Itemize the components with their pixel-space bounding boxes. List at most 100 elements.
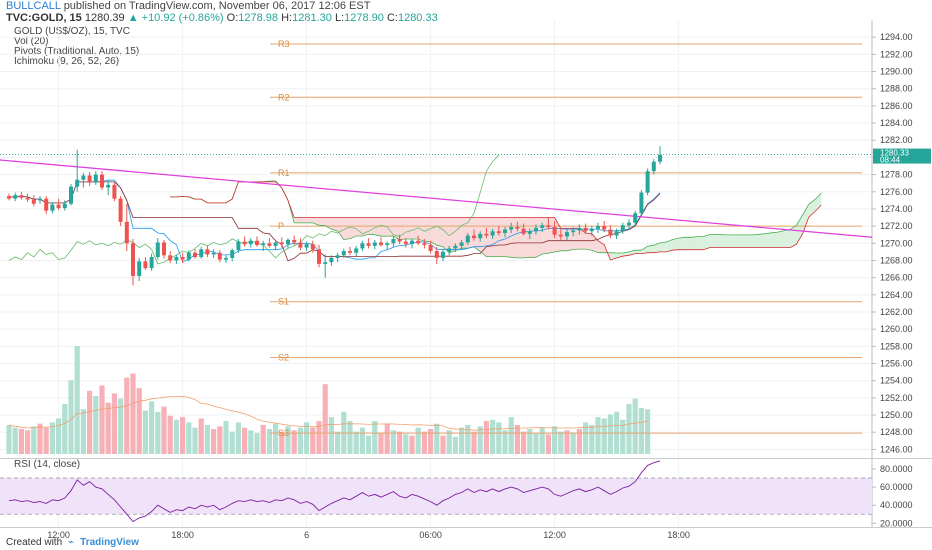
author-link[interactable]: BULLCALL (6, 0, 61, 12)
volume-bar (6, 425, 12, 454)
publish-text: published on TradingView.com, November 0… (63, 0, 371, 12)
candle-body (403, 241, 408, 245)
volume-bar (316, 421, 322, 454)
volume-bar (645, 409, 651, 454)
volume-bar (477, 426, 483, 454)
volume-bar (111, 393, 117, 454)
cloud-segment (536, 217, 543, 258)
rsi-label[interactable]: RSI (14, close) (14, 459, 81, 470)
volume-bar (353, 431, 359, 454)
candle-body (137, 261, 142, 276)
candles (0, 146, 872, 286)
candle-body (614, 231, 619, 236)
volume-bar (142, 410, 148, 454)
cloud-segment (542, 217, 549, 255)
candle-body (304, 244, 309, 248)
price-tick-label: 1266.00 (880, 273, 913, 283)
volume-bar (235, 422, 241, 454)
cloud-segment (691, 236, 698, 250)
change-up-icon: ▲ (127, 12, 139, 24)
price-tick-label: 1290.00 (880, 67, 913, 77)
volume-bar (465, 425, 471, 454)
candle-body (93, 174, 98, 183)
candle-body (13, 195, 18, 199)
volume-bar (223, 421, 229, 454)
candle-body (639, 192, 644, 214)
candle-body (372, 242, 377, 246)
candle-body (465, 235, 470, 243)
volume-bar (322, 384, 328, 454)
open-label: O: (226, 12, 239, 24)
cloud-segment (641, 246, 648, 254)
candle-body (162, 242, 166, 256)
candle-body (143, 261, 148, 269)
volume-bar (217, 426, 223, 454)
indicator-volume-label[interactable]: Vol (20) (14, 36, 49, 47)
candle-body (366, 243, 371, 246)
candle-body (186, 252, 191, 260)
candle-body (521, 228, 526, 234)
volume-bar (297, 427, 303, 454)
cloud-segment (697, 236, 704, 250)
candle-body (230, 250, 235, 258)
volume-bar (514, 425, 520, 454)
price-tick-label: 1260.00 (880, 324, 913, 334)
cloud-segment (653, 242, 660, 253)
cloud-segment (647, 245, 654, 253)
pivot-label-s1: S1 (278, 297, 289, 307)
candle-body (645, 171, 650, 193)
volume-bar (173, 419, 179, 454)
volume-bar (638, 407, 644, 454)
pivot-label-r2: R2 (278, 92, 290, 102)
volume-bar (446, 430, 452, 454)
cloud-segment (331, 217, 338, 232)
candle-body (416, 240, 421, 244)
trendline (0, 159, 873, 238)
volume-bar (359, 427, 365, 454)
cloud-segment (765, 232, 772, 248)
candle-body (329, 257, 334, 263)
pivot-label-p: P (278, 221, 284, 231)
volume-bar (56, 418, 62, 454)
cloud-segment (529, 217, 536, 258)
volume-bar (99, 385, 105, 454)
indicator-ichimoku-label[interactable]: Ichimoku (9, 26, 52, 26) (14, 56, 120, 67)
created-with-text: Created with (6, 537, 63, 548)
cloud-segment (405, 217, 412, 239)
volume-bar (552, 426, 558, 454)
candle-body (453, 245, 458, 249)
candle-body (484, 233, 489, 236)
pivot-levels: R3 R2 R1 P S1 S2 S3 (270, 39, 862, 438)
rsi-band-fill (0, 478, 872, 515)
cloud-segment (585, 232, 592, 251)
price-tick-label: 1272.00 (880, 221, 913, 231)
close-label: C: (386, 12, 398, 24)
volume-bar (508, 417, 514, 454)
candle-body (56, 204, 61, 209)
tradingview-logo-icon: ⌁ (68, 537, 75, 548)
price-tick-label: 1284.00 (880, 118, 913, 128)
candle-body (552, 226, 557, 235)
volume-bar (440, 435, 446, 454)
volume-bar (521, 431, 527, 454)
price-tick-label: 1246.00 (880, 444, 913, 454)
volume-bar (558, 431, 564, 454)
price-tick-label: 1286.00 (880, 101, 913, 111)
candle-body (131, 243, 135, 276)
indicator-pivots-label[interactable]: Pivots (Traditional, Auto, 15) (14, 46, 140, 57)
price-tick-label: 1256.00 (880, 359, 913, 369)
candle-body (379, 242, 383, 246)
pivot-label-r3: R3 (278, 39, 290, 49)
volume-bar (80, 409, 86, 454)
volume-bars (6, 346, 651, 454)
volume-bar (254, 432, 260, 454)
publish-line: BULLCALL published on TradingView.com, N… (6, 0, 370, 12)
candle-body (410, 240, 414, 245)
candle-body (211, 252, 216, 255)
candle-body (292, 239, 297, 243)
tradingview-brand[interactable]: TradingView (80, 537, 139, 548)
candle-body (248, 240, 253, 245)
candle-body (391, 239, 396, 244)
indicator-series-label[interactable]: GOLD (US$/OZ), 15, TVC (14, 26, 130, 37)
